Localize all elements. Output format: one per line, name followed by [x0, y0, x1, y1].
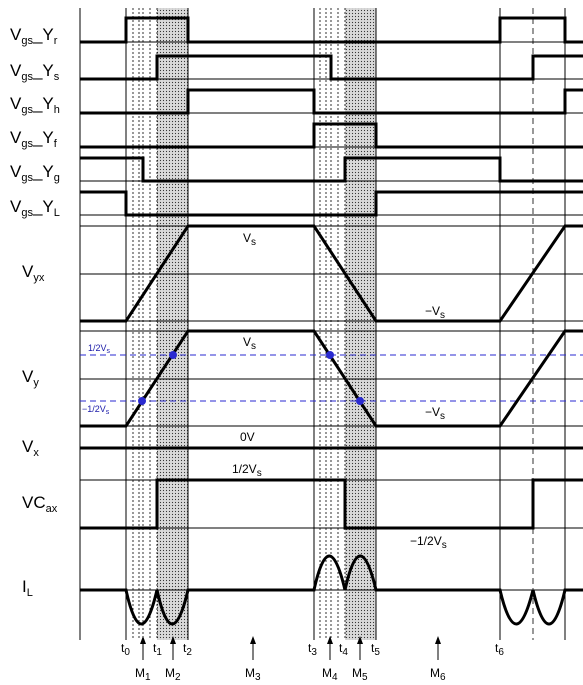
mode-label-m1: M1 [135, 666, 151, 683]
vcax-low-label: −1/2Vs [410, 534, 447, 551]
waveforms [80, 16, 583, 626]
time-mark-t5: t5 [371, 641, 380, 658]
label-vx: Vx [22, 437, 39, 459]
vy-high-label: Vs [243, 335, 256, 352]
blue-neg-label: −1/2Vs [82, 404, 110, 416]
blue-pos-label: 1/2Vs [88, 343, 111, 355]
waveform-il [80, 554, 583, 626]
vx-level-label: 0V [240, 430, 255, 444]
waveform-vcax [80, 478, 583, 530]
crossing-markers [138, 351, 364, 405]
marker-point [356, 397, 364, 405]
vy-low-label: −Vs [425, 405, 445, 422]
marker-point [138, 397, 146, 405]
label-vgs-yf: Vgs_Yf [10, 128, 58, 150]
waveform-yf [80, 122, 583, 149]
waveform-vyx [80, 224, 583, 323]
label-vy: Vy [22, 367, 39, 389]
waveform-yg [80, 156, 583, 183]
time-marks: t0 t1 t2 t3 t4 t5 t6 [121, 641, 504, 658]
label-vgs-yl: Vgs_YL [10, 197, 60, 219]
time-mark-t1: t1 [153, 641, 162, 658]
interval-t1-t2 [157, 8, 188, 640]
waveform-yr [80, 16, 583, 44]
level-annotations: Vs −Vs Vs −Vs 0V 1/2Vs −1/2Vs 1/2Vs −1/2… [82, 231, 447, 551]
waveform-vy [80, 329, 583, 428]
waveform-yl [80, 190, 583, 217]
mode-arrows [140, 636, 441, 660]
shaded-intervals [157, 8, 376, 640]
reference-lines [80, 354, 583, 402]
mode-label-m6: M6 [430, 666, 446, 683]
mode-label-m3: M3 [245, 666, 261, 683]
mode-label-m2: M2 [165, 666, 181, 683]
label-vcax: VCax [22, 493, 58, 515]
label-vgs-yr: Vgs_Yr [10, 25, 58, 47]
signal-labels: Vgs_Yr Vgs_Ys Vgs_Yh Vgs_Yf Vgs_Yg Vgs_Y… [10, 25, 60, 599]
vyx-low-label: −Vs [425, 304, 445, 321]
waveform-yh [80, 88, 583, 115]
vertical-guides [79, 8, 566, 640]
time-mark-t3: t3 [308, 641, 317, 658]
waveform-ys [80, 54, 583, 81]
label-vgs-yg: Vgs_Yg [10, 162, 60, 184]
time-mark-t2: t2 [183, 641, 192, 658]
label-vyx: Vyx [22, 262, 45, 284]
mode-label-m4: M4 [322, 666, 338, 683]
mode-labels: M1 M2 M3 M4 M5 M6 [135, 666, 446, 683]
time-mark-t4: t4 [339, 641, 348, 658]
marker-point [326, 351, 334, 359]
time-mark-t0: t0 [121, 641, 130, 658]
marker-point [169, 351, 177, 359]
time-mark-t6: t6 [495, 641, 504, 658]
label-il: IL [22, 577, 33, 599]
vcax-high-label: 1/2Vs [232, 462, 262, 479]
vyx-high-label: Vs [243, 231, 256, 248]
label-vgs-ys: Vgs_Ys [10, 61, 60, 83]
mode-label-m5: M5 [352, 666, 368, 683]
label-vgs-yh: Vgs_Yh [10, 94, 60, 116]
interval-t4-t5 [345, 8, 376, 640]
